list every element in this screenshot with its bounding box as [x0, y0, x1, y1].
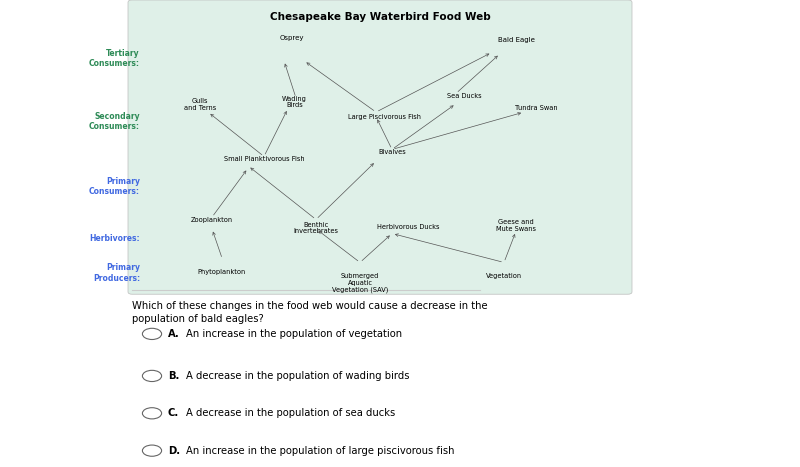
Text: Geese and
Mute Swans: Geese and Mute Swans — [496, 219, 536, 232]
Text: D.: D. — [168, 446, 180, 456]
Text: Herbivorous Ducks: Herbivorous Ducks — [377, 224, 439, 230]
Text: Which of these changes in the food web would cause a decrease in the
population : Which of these changes in the food web w… — [132, 301, 488, 325]
Text: Bald Eagle: Bald Eagle — [498, 37, 534, 43]
Text: Secondary
Consumers:: Secondary Consumers: — [89, 112, 140, 131]
Text: Chesapeake Bay Waterbird Food Web: Chesapeake Bay Waterbird Food Web — [270, 12, 490, 21]
Text: Large Piscivorous Fish: Large Piscivorous Fish — [347, 114, 421, 120]
Text: A.: A. — [168, 329, 180, 339]
Text: Herbivores:: Herbivores: — [90, 234, 140, 243]
Text: Primary
Producers:: Primary Producers: — [93, 263, 140, 283]
Text: C.: C. — [168, 408, 179, 418]
Text: Wading
Birds: Wading Birds — [282, 96, 307, 108]
Text: Bivalves: Bivalves — [378, 149, 406, 156]
Text: Osprey: Osprey — [280, 35, 304, 41]
Text: Vegetation: Vegetation — [486, 273, 522, 279]
Text: An increase in the population of large piscivorous fish: An increase in the population of large p… — [186, 446, 454, 456]
Text: Small Planktivorous Fish: Small Planktivorous Fish — [224, 156, 304, 163]
Text: Sea Ducks: Sea Ducks — [446, 93, 482, 99]
Text: B.: B. — [168, 371, 179, 381]
Text: Gulls
and Terns: Gulls and Terns — [184, 98, 216, 111]
Text: Primary
Consumers:: Primary Consumers: — [89, 177, 140, 197]
Text: Phytoplankton: Phytoplankton — [198, 269, 246, 275]
Text: Zooplankton: Zooplankton — [191, 217, 233, 223]
Text: Tertiary
Consumers:: Tertiary Consumers: — [89, 49, 140, 68]
Text: A decrease in the population of sea ducks: A decrease in the population of sea duck… — [186, 408, 395, 418]
FancyBboxPatch shape — [128, 0, 632, 294]
Text: A decrease in the population of wading birds: A decrease in the population of wading b… — [186, 371, 409, 381]
Text: Tundra Swan: Tundra Swan — [514, 105, 558, 111]
Text: Benthic
Invertebrates: Benthic Invertebrates — [294, 222, 338, 234]
Text: An increase in the population of vegetation: An increase in the population of vegetat… — [186, 329, 402, 339]
Text: Submerged
Aquatic
Vegetation (SAV): Submerged Aquatic Vegetation (SAV) — [332, 273, 388, 293]
